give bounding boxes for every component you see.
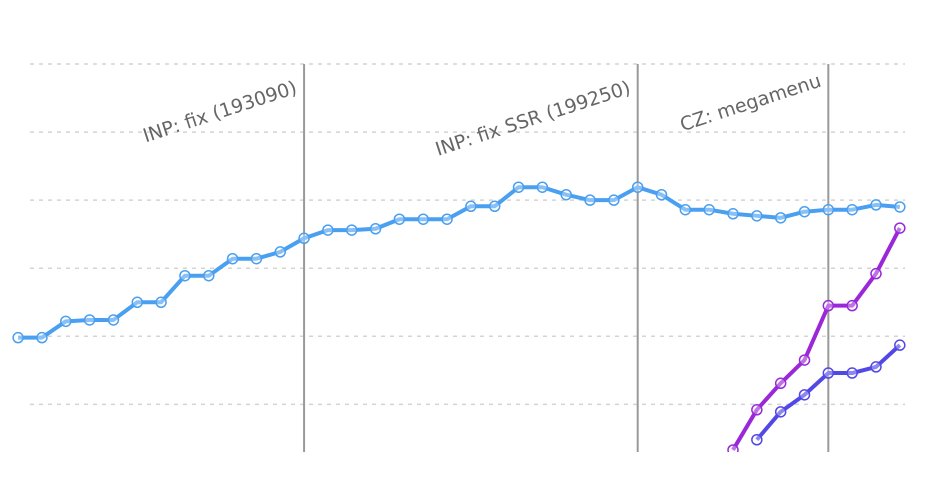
data-point <box>822 203 835 216</box>
data-point <box>226 252 239 265</box>
data-point <box>369 222 382 235</box>
data-point <box>774 377 787 390</box>
data-point <box>679 203 692 216</box>
data-point <box>393 213 406 225</box>
data-point <box>727 208 739 220</box>
data-point <box>655 188 668 201</box>
data-point <box>83 314 96 326</box>
data-point <box>345 224 358 236</box>
data-point <box>488 200 501 213</box>
data-point <box>894 222 906 234</box>
data-point <box>203 269 215 282</box>
data-point <box>441 213 453 225</box>
data-point <box>536 181 549 193</box>
data-point <box>798 205 811 218</box>
series-line <box>18 185 900 340</box>
data-point <box>298 232 310 245</box>
data-point <box>798 389 811 401</box>
data-point <box>465 200 477 213</box>
data-point <box>12 331 24 344</box>
data-point <box>822 367 835 379</box>
data-point <box>36 331 48 344</box>
data-point <box>631 181 644 193</box>
data-point <box>846 367 858 379</box>
data-point <box>250 252 263 265</box>
data-point <box>846 203 858 216</box>
data-point <box>751 404 763 416</box>
annotation-label: INP: fix SSR (199250) <box>433 77 634 161</box>
data-point <box>608 194 620 206</box>
data-point <box>179 269 191 282</box>
data-point <box>274 246 286 258</box>
data-point <box>155 296 167 309</box>
data-point <box>322 224 334 236</box>
data-point <box>870 361 882 373</box>
data-point <box>798 354 811 366</box>
data-point <box>870 199 882 211</box>
data-point <box>774 406 787 418</box>
data-point <box>751 433 763 446</box>
data-point <box>560 188 572 201</box>
data-point <box>894 339 906 351</box>
plot <box>12 181 906 452</box>
annotation-label: CZ: megamenu <box>677 70 824 136</box>
data-point <box>894 201 906 213</box>
data-point <box>60 315 72 328</box>
data-point <box>107 314 120 326</box>
data-point <box>846 299 858 312</box>
data-point <box>822 299 835 312</box>
data-point <box>131 296 144 309</box>
series-line <box>755 343 902 442</box>
data-point <box>774 212 787 224</box>
series-line <box>731 227 902 451</box>
annotation-label: INP: fix (193090) <box>140 77 299 147</box>
data-point <box>584 194 596 206</box>
data-point <box>703 203 715 216</box>
data-point <box>751 210 763 222</box>
data-point <box>417 213 429 225</box>
data-point <box>727 444 739 452</box>
data-point <box>870 267 882 280</box>
data-point <box>512 181 525 193</box>
